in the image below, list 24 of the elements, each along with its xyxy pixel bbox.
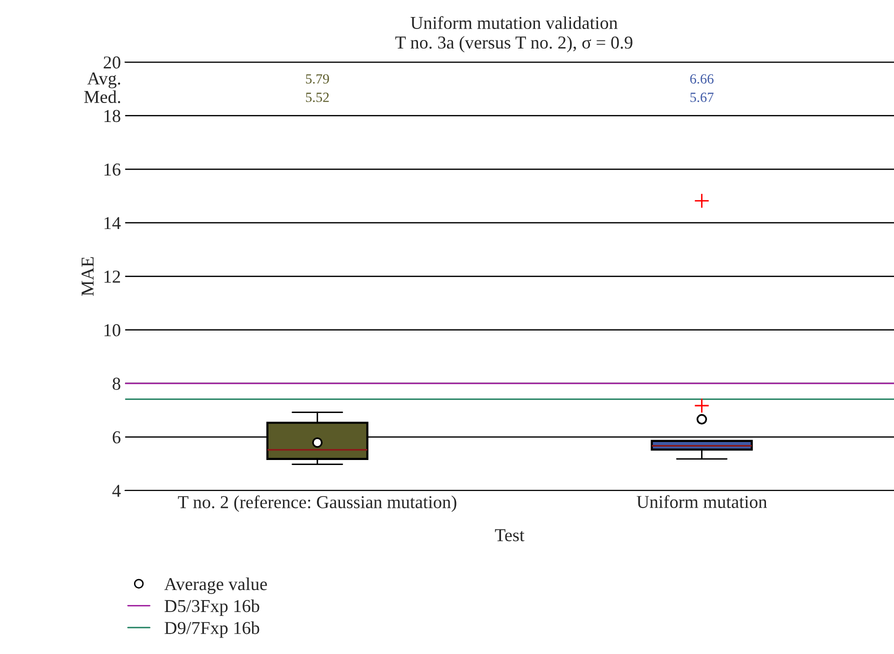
y-tick-label: 4: [112, 484, 121, 497]
y-tick-label: 14: [104, 217, 121, 230]
y-axis-title: MAE: [82, 257, 94, 296]
y-tick-label: 20: [104, 56, 120, 69]
y-tick-label: 18: [104, 110, 120, 122]
y-tick-label: 6: [112, 431, 120, 444]
x-tick-label: Uniform mutation: [636, 495, 767, 508]
x-tick-label: T no. 2 (reference: Gaussian mutation): [178, 495, 456, 512]
text: Med.: [84, 90, 120, 104]
x-axis-title: Test: [494, 529, 524, 542]
annotation: 5.79: [306, 74, 329, 84]
y-tick-label: 12: [104, 270, 120, 283]
legend-label: D9/7Fxp 16b: [164, 621, 260, 638]
annotation: 5.67: [690, 92, 714, 102]
y-tick-label: 8: [112, 378, 120, 390]
y-tick-label: 16: [104, 164, 120, 176]
y-tick-label: 10: [104, 324, 120, 336]
text: Avg.: [87, 72, 120, 88]
chart-title: Uniform mutation validation: [410, 16, 618, 30]
legend-label: D5/3Fxp 16b: [164, 599, 260, 616]
legend-label: Average value: [164, 578, 267, 594]
annotation: 5.52: [306, 92, 329, 102]
chart-subtitle: T no. 3a (versus T no. 2), σ = 0.9: [395, 36, 632, 52]
annotation: 6.66: [690, 74, 714, 84]
